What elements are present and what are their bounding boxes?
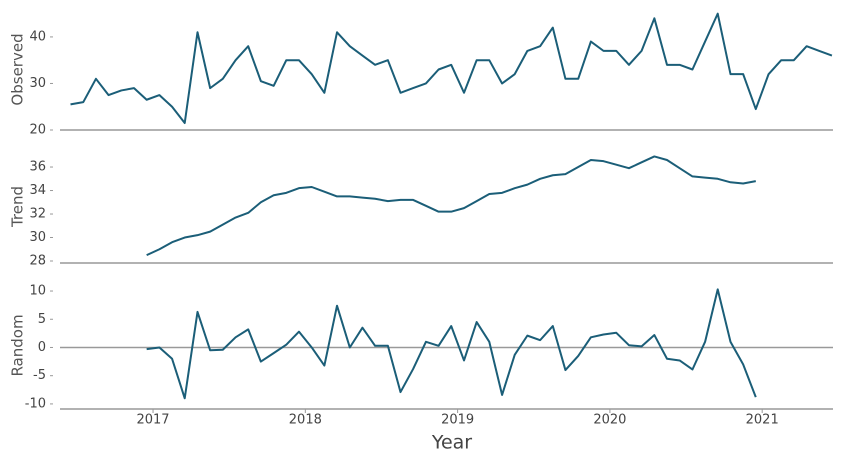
x-tick-label: 2018 — [289, 413, 322, 428]
y-axis-label: Trend — [9, 186, 27, 228]
y-tick-label: -5 — [33, 368, 46, 383]
y-tick-label: 32 — [29, 207, 46, 222]
y-tick-label: 30 — [29, 230, 46, 245]
y-tick-label: 28 — [29, 254, 46, 269]
y-tick-label: 20 — [29, 123, 46, 138]
y-tick-label: 10 — [29, 284, 46, 299]
x-axis-label: Year — [431, 432, 472, 454]
y-axis-label: Observed — [9, 33, 27, 105]
x-tick-label: 2019 — [441, 413, 474, 428]
y-tick-label: 5 — [38, 312, 46, 327]
x-tick-label: 2020 — [593, 413, 626, 428]
y-tick-label: 34 — [29, 183, 46, 198]
y-tick-label: 36 — [29, 160, 46, 175]
series-line — [146, 155, 756, 257]
y-tick-label: 0 — [38, 340, 46, 355]
y-tick-label: 40 — [29, 29, 46, 44]
y-tick-label: 30 — [29, 76, 46, 91]
series-line — [70, 12, 833, 125]
y-axis-label: Random — [9, 314, 27, 376]
x-tick-label: 2021 — [746, 413, 779, 428]
series-line — [146, 288, 757, 400]
y-tick-label: -10 — [25, 396, 46, 411]
x-tick-label: 2017 — [136, 413, 169, 428]
